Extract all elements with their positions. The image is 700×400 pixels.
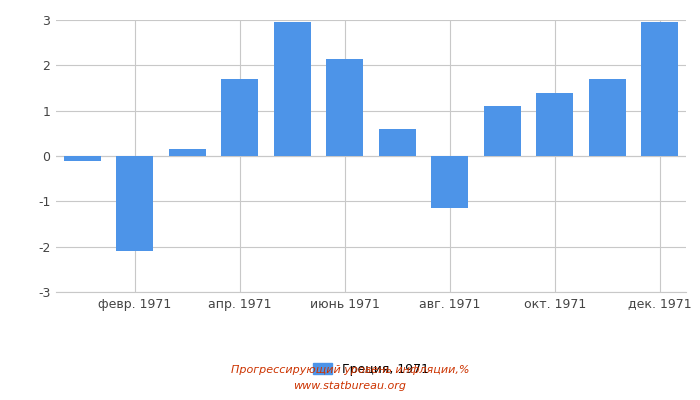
Bar — [274, 22, 311, 156]
Bar — [589, 79, 626, 156]
Legend: Греция, 1971: Греция, 1971 — [308, 358, 434, 381]
Bar — [326, 58, 363, 156]
Bar — [116, 156, 153, 251]
Bar — [431, 156, 468, 208]
Bar — [484, 106, 521, 156]
Bar — [169, 149, 206, 156]
Text: Прогрессирующий уровень инфляции,%: Прогрессирующий уровень инфляции,% — [231, 365, 469, 375]
Bar — [379, 129, 416, 156]
Bar — [641, 22, 678, 156]
Bar — [536, 92, 573, 156]
Text: www.statbureau.org: www.statbureau.org — [293, 381, 407, 391]
Bar — [221, 79, 258, 156]
Bar — [64, 156, 101, 160]
